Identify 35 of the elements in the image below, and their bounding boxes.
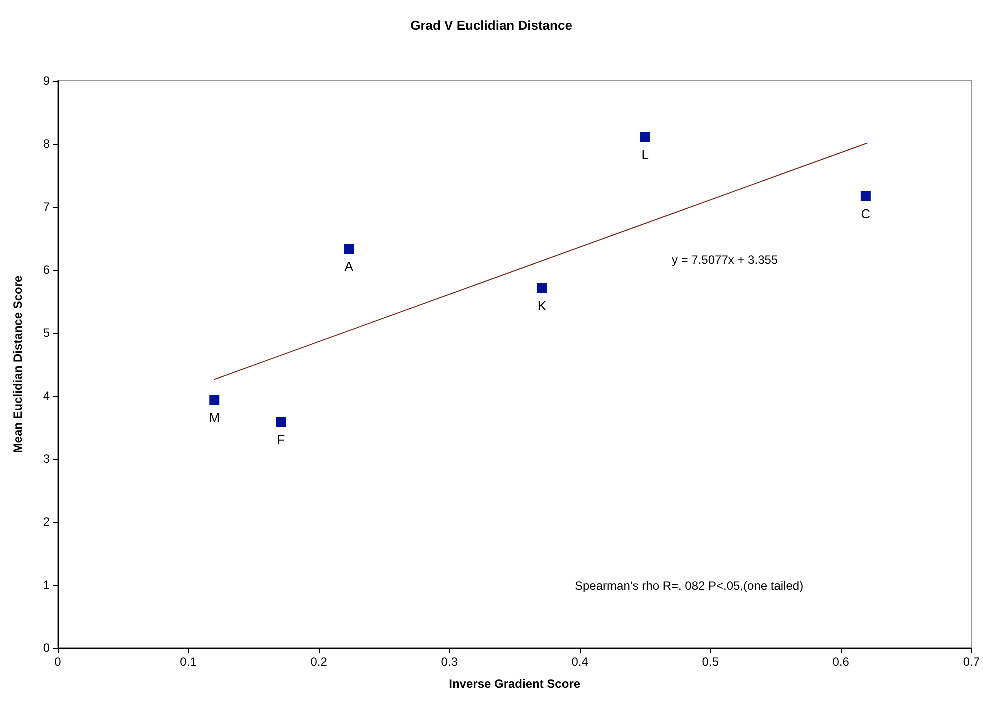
point <box>276 417 286 428</box>
point <box>210 395 220 406</box>
x-tick-label: 0.3 <box>441 655 458 669</box>
x-axis-title: Inverse Gradient Score <box>449 677 581 691</box>
y-axis-title: Mean Euclidian Distance Score <box>11 275 25 454</box>
data-label: M <box>209 410 220 426</box>
x-tick-label: 0.2 <box>310 655 328 669</box>
chart-title: Grad V Euclidian Distance <box>410 18 572 33</box>
y-tick-label: 8 <box>43 137 50 151</box>
data-label: A <box>344 259 354 274</box>
annotation: Spearman’s rho R=. 082 P<.05,(one tailed) <box>575 579 804 593</box>
x-tick-label: 0.4 <box>572 655 589 669</box>
x-tick-label: 0 <box>54 655 62 669</box>
point <box>860 191 871 202</box>
y-tick-label: 0 <box>43 641 50 655</box>
y-tick-label: 2 <box>43 515 50 529</box>
y-tick-label: 3 <box>43 452 50 466</box>
y-tick-label: 9 <box>43 74 50 88</box>
x-tick-label: 0.5 <box>702 655 720 669</box>
point <box>640 132 650 142</box>
data-label: F <box>277 432 286 448</box>
y-tick-label: 7 <box>43 200 50 214</box>
annotation: y = 7.5077x + 3.355 <box>672 253 778 267</box>
y-tick-label: 5 <box>43 326 50 340</box>
data-label: L <box>642 147 649 162</box>
point <box>537 283 548 294</box>
data-label: K <box>538 298 547 314</box>
y-tick-label: 6 <box>43 263 50 277</box>
y-tick-label: 4 <box>43 389 50 403</box>
data-label: C <box>861 206 871 222</box>
x-tick-label: 0.7 <box>963 655 980 669</box>
x-tick-label: 0.1 <box>180 655 198 669</box>
point <box>344 244 354 254</box>
x-tick-label: 0.6 <box>832 655 850 669</box>
y-tick-label: 1 <box>43 578 50 592</box>
